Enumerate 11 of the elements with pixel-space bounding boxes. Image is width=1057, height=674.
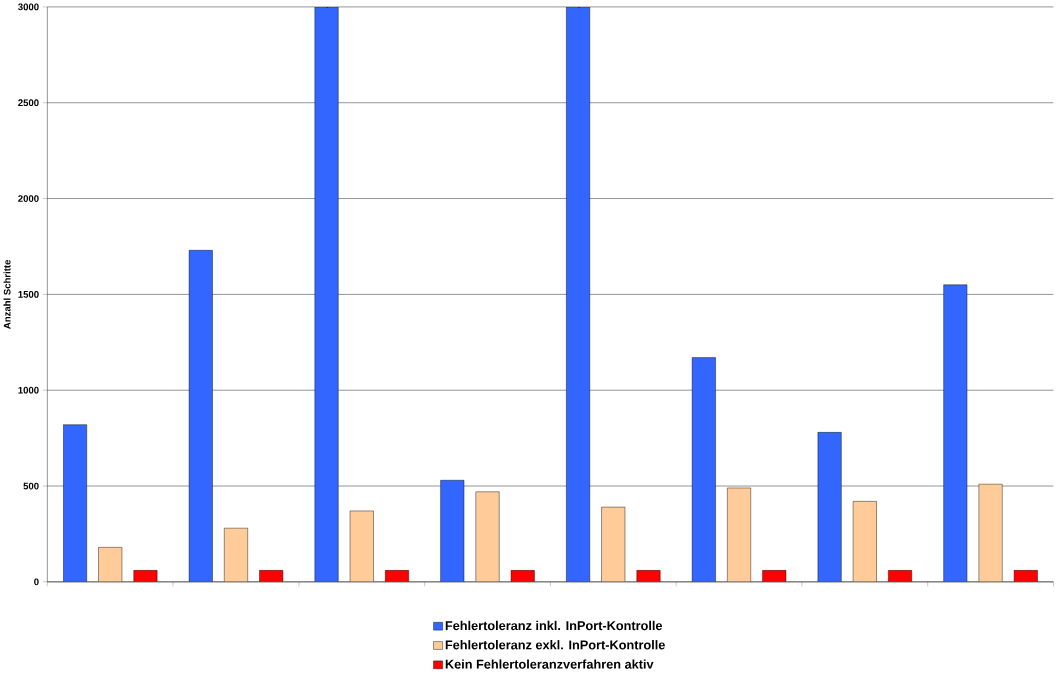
y-tick-label: 500	[23, 482, 39, 490]
y-tick-label: 1500	[18, 290, 39, 298]
legend-label: Fehlertoleranz exkl. InPort-Kontrolle	[445, 639, 665, 650]
legend-label: Kein Fehlertoleranzverfahren aktiv	[445, 659, 654, 669]
y-tick-label: 2500	[18, 99, 39, 106]
y-tick-label: 2000	[18, 194, 39, 202]
legend-label: Fehlertoleranz inkl. InPort-Kontrolle	[445, 620, 663, 630]
y-tick-label: 0	[34, 578, 39, 586]
y-axis-title: Anzahl Schritte	[3, 259, 11, 329]
y-tick-label: 3000	[18, 3, 39, 11]
y-tick-label: 1000	[18, 386, 39, 394]
